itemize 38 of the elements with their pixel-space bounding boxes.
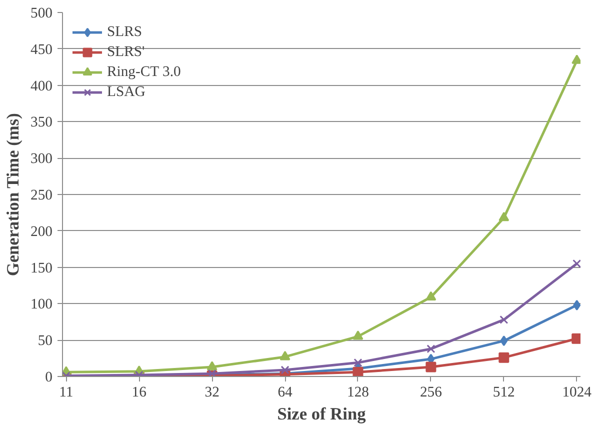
y-tick-label: 350 [30, 114, 52, 131]
x-tick-label: 16 [132, 384, 146, 400]
y-axis-title: Generation Time (ms) [4, 112, 23, 276]
x-tick-label: 512 [492, 384, 515, 400]
point [426, 362, 436, 372]
point [426, 344, 436, 354]
point [426, 291, 436, 300]
point [206, 361, 218, 370]
legend-label: Ring-CT 3.0 [107, 64, 181, 80]
y-tick-label: 450 [30, 42, 52, 58]
y-tick-label: 300 [30, 151, 52, 168]
legend-label: SLRS [107, 24, 142, 40]
y-tick-label: 250 [30, 188, 52, 204]
point [498, 352, 510, 363]
point [280, 350, 290, 360]
point [352, 330, 364, 340]
y-tick-label: 400 [30, 78, 52, 94]
x-tick-label: 1024 [562, 384, 592, 400]
x-tick-label: 32 [204, 384, 220, 400]
legend-label: LSAG [107, 84, 146, 100]
y-tick-label: 200 [30, 224, 52, 240]
x-tick-label: 11 [59, 384, 74, 400]
point [280, 366, 290, 374]
y-tick-label: 50 [38, 333, 52, 350]
point [500, 315, 508, 324]
point [354, 358, 362, 367]
point [498, 212, 510, 222]
point [500, 336, 508, 346]
x-tick-label: 128 [346, 384, 369, 400]
y-tick-label: 500 [30, 6, 52, 22]
y-tick-label: 100 [30, 296, 52, 313]
x-tick-label: 256 [420, 384, 442, 400]
x-axis-title: Size of Ring [277, 404, 366, 424]
y-tick-label: 150 [30, 260, 52, 276]
point [352, 366, 364, 376]
x-tick-label: 64 [278, 384, 294, 400]
point [572, 259, 580, 268]
y-tick-label: 0 [45, 370, 52, 386]
